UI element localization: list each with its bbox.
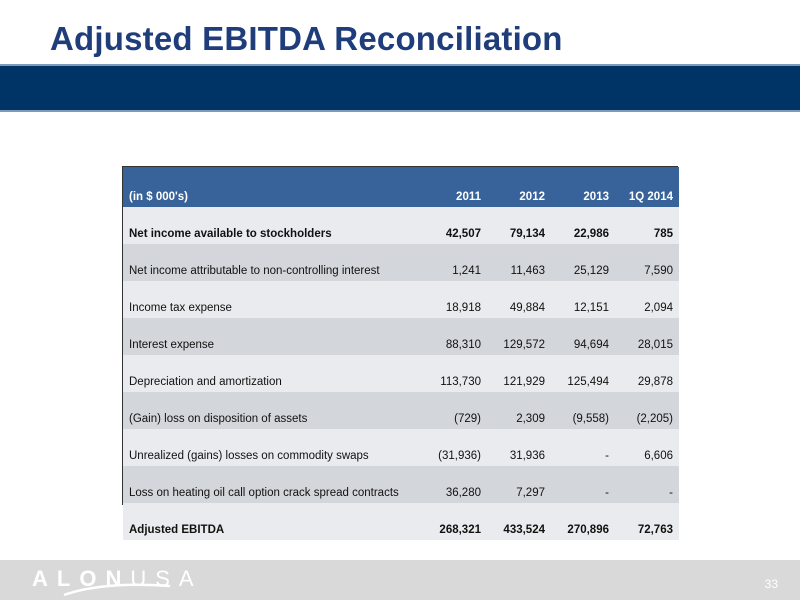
row-label: Adjusted EBITDA	[123, 503, 423, 540]
table-row: Unrealized (gains) losses on commodity s…	[123, 429, 679, 466]
row-value: 88,310	[423, 318, 487, 355]
logo-light-text: USA	[130, 566, 203, 591]
header-col-2011: 2011	[423, 167, 487, 207]
row-value: 28,015	[615, 318, 679, 355]
row-value: 31,936	[487, 429, 551, 466]
header-col-2012: 2012	[487, 167, 551, 207]
table-row: Interest expense 88,310 129,572 94,694 2…	[123, 318, 679, 355]
row-value: (729)	[423, 392, 487, 429]
row-value: 121,929	[487, 355, 551, 392]
header-col-2013: 2013	[551, 167, 615, 207]
row-value: -	[551, 429, 615, 466]
row-value: 18,918	[423, 281, 487, 318]
row-value: 25,129	[551, 244, 615, 281]
row-value: 11,463	[487, 244, 551, 281]
ebitda-reconciliation-table: (in $ 000's) 2011 2012 2013 1Q 2014 Net …	[123, 167, 679, 540]
row-label: Interest expense	[123, 318, 423, 355]
footer-bar	[0, 560, 800, 600]
header-col-1q2014: 1Q 2014	[615, 167, 679, 207]
row-value: 2,094	[615, 281, 679, 318]
row-value: 7,297	[487, 466, 551, 503]
table-row: Net income attributable to non-controlli…	[123, 244, 679, 281]
logo-swoosh-icon	[63, 583, 171, 597]
row-value: 6,606	[615, 429, 679, 466]
row-label: Net income available to stockholders	[123, 207, 423, 244]
row-value: 94,694	[551, 318, 615, 355]
row-value: 113,730	[423, 355, 487, 392]
row-value: 1,241	[423, 244, 487, 281]
row-label: Unrealized (gains) losses on commodity s…	[123, 429, 423, 466]
row-label: Depreciation and amortization	[123, 355, 423, 392]
slide-title: Adjusted EBITDA Reconciliation	[50, 20, 563, 57]
title-band	[0, 64, 800, 112]
row-value: (9,558)	[551, 392, 615, 429]
row-value: 785	[615, 207, 679, 244]
row-label: Net income attributable to non-controlli…	[123, 244, 423, 281]
row-value: 270,896	[551, 503, 615, 540]
row-value: 49,884	[487, 281, 551, 318]
row-value: 12,151	[551, 281, 615, 318]
row-value: 268,321	[423, 503, 487, 540]
row-label: Income tax expense	[123, 281, 423, 318]
row-value: 29,878	[615, 355, 679, 392]
table-row-total: Adjusted EBITDA 268,321 433,524 270,896 …	[123, 503, 679, 540]
row-value: 22,986	[551, 207, 615, 244]
table-row: Income tax expense 18,918 49,884 12,151 …	[123, 281, 679, 318]
header-units-label: (in $ 000's)	[123, 167, 423, 207]
table-row: Depreciation and amortization 113,730 12…	[123, 355, 679, 392]
row-value: 7,590	[615, 244, 679, 281]
row-value: (2,205)	[615, 392, 679, 429]
row-value: 125,494	[551, 355, 615, 392]
row-label: Loss on heating oil call option crack sp…	[123, 466, 423, 503]
row-value: 36,280	[423, 466, 487, 503]
table-row: Loss on heating oil call option crack sp…	[123, 466, 679, 503]
row-value: (31,936)	[423, 429, 487, 466]
row-label: (Gain) loss on disposition of assets	[123, 392, 423, 429]
row-value: 72,763	[615, 503, 679, 540]
page-number: 33	[764, 577, 778, 591]
ebitda-table-container: (in $ 000's) 2011 2012 2013 1Q 2014 Net …	[122, 166, 679, 540]
row-value: 79,134	[487, 207, 551, 244]
row-value: -	[615, 466, 679, 503]
table-row: Net income available to stockholders 42,…	[123, 207, 679, 244]
table-header-row: (in $ 000's) 2011 2012 2013 1Q 2014	[123, 167, 679, 207]
row-value: 433,524	[487, 503, 551, 540]
row-value: 2,309	[487, 392, 551, 429]
alon-usa-logo: ALONUSA	[32, 565, 232, 597]
row-value: 42,507	[423, 207, 487, 244]
row-value: 129,572	[487, 318, 551, 355]
row-value: -	[551, 466, 615, 503]
table-row: (Gain) loss on disposition of assets (72…	[123, 392, 679, 429]
